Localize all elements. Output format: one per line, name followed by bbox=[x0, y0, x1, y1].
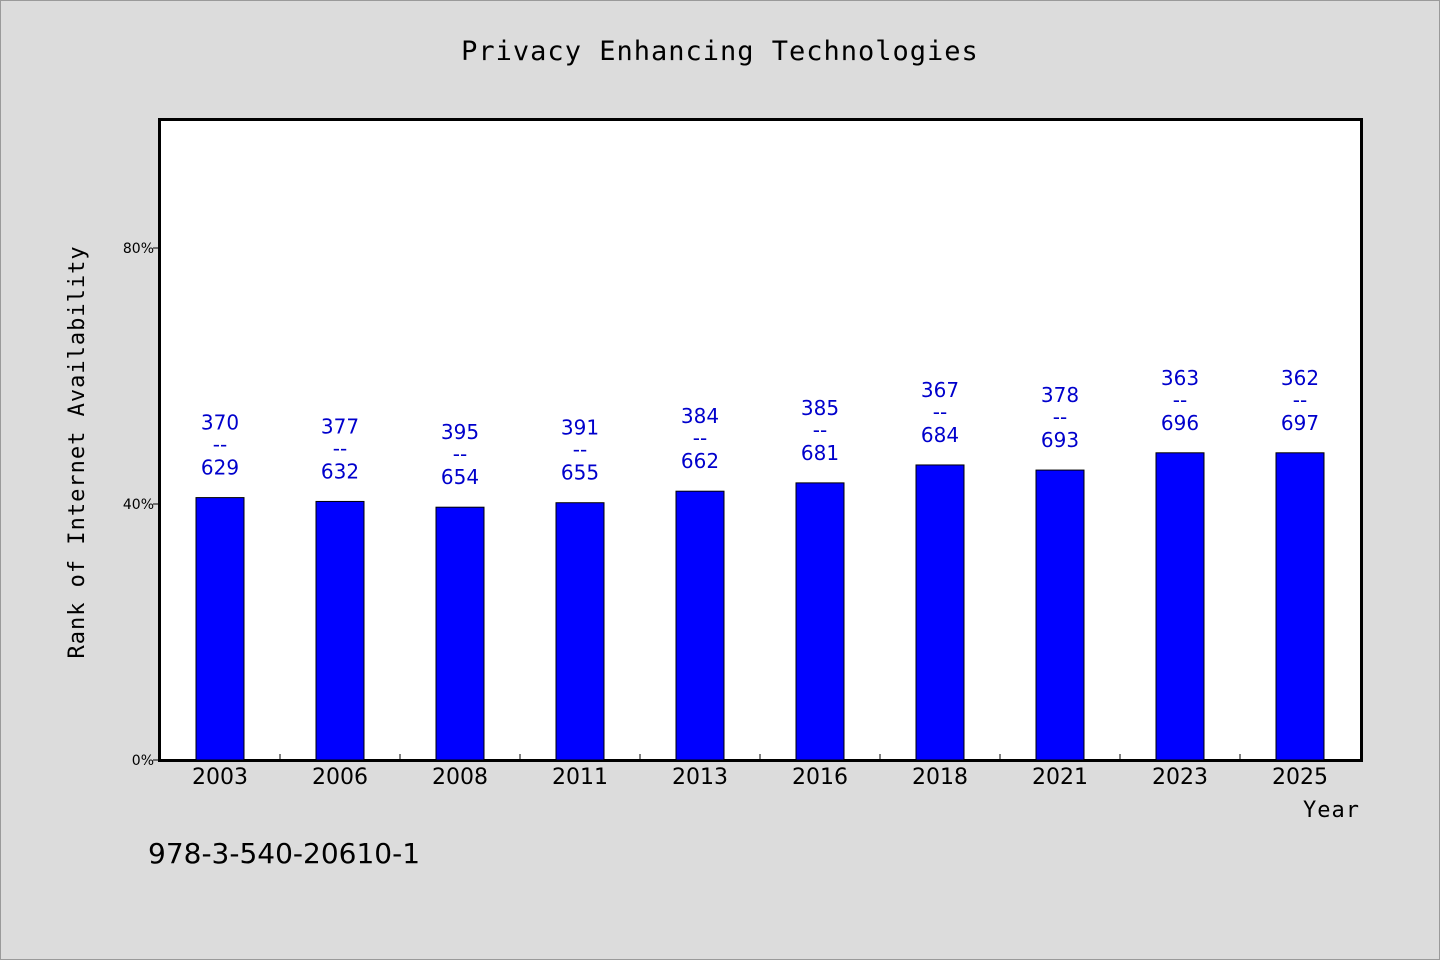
x-axis: 2003 2006 2008 2011 2013 2016 2018 2021 2023 2025 bbox=[192, 754, 1328, 790]
data-label-top: 385 bbox=[801, 396, 839, 420]
x-tick-label: 2006 bbox=[312, 765, 368, 790]
data-label-bottom: 681 bbox=[801, 441, 839, 465]
data-label-top: 395 bbox=[441, 420, 479, 444]
y-tick-label: 40% bbox=[123, 497, 154, 513]
x-tick-label: 2011 bbox=[552, 765, 608, 790]
bar-2021 bbox=[1035, 469, 1085, 761]
data-label-bottom: 696 bbox=[1161, 411, 1199, 435]
data-label-top: 377 bbox=[321, 414, 359, 438]
data-label-sep: -- bbox=[813, 418, 827, 442]
data-label-sep: -- bbox=[213, 433, 227, 457]
data-label-bottom: 632 bbox=[321, 459, 359, 483]
y-tick-label: 80% bbox=[123, 241, 154, 257]
x-tick-label: 2008 bbox=[432, 765, 488, 790]
bar-2008 bbox=[435, 506, 485, 761]
bar-2025 bbox=[1275, 452, 1325, 761]
data-labels-layer: 370--629377--632395--654391--655384--662… bbox=[201, 366, 1319, 489]
data-label-sep: -- bbox=[453, 442, 467, 466]
data-label-top: 363 bbox=[1161, 366, 1199, 390]
footer-isbn: 978-3-540-20610-1 bbox=[148, 837, 420, 870]
y-tick-label: 0% bbox=[132, 753, 154, 769]
x-tick-label: 2021 bbox=[1032, 765, 1088, 790]
y-axis-title: Rank of Internet Availability bbox=[65, 245, 90, 658]
data-label-top: 391 bbox=[561, 416, 599, 440]
y-axis: 0% 40% 80% bbox=[123, 241, 160, 769]
data-label-top: 362 bbox=[1281, 366, 1319, 390]
chart-title: Privacy Enhancing Technologies bbox=[461, 36, 979, 67]
x-axis-title: Year bbox=[1303, 798, 1360, 823]
bar-2018 bbox=[915, 464, 965, 761]
x-tick-label: 2025 bbox=[1272, 765, 1328, 790]
data-label-bottom: 684 bbox=[921, 423, 959, 447]
x-tick-label: 2013 bbox=[672, 765, 728, 790]
data-label-top: 370 bbox=[201, 411, 239, 435]
bars-layer bbox=[195, 452, 1325, 761]
bar-2011 bbox=[555, 502, 605, 761]
bar-2003 bbox=[195, 497, 245, 761]
data-label-bottom: 654 bbox=[441, 465, 479, 489]
bar-2013 bbox=[675, 490, 725, 761]
data-label-top: 378 bbox=[1041, 383, 1079, 407]
data-label-top: 367 bbox=[921, 378, 959, 402]
data-label-sep: -- bbox=[1293, 388, 1307, 412]
data-label-bottom: 697 bbox=[1281, 411, 1319, 435]
data-label-sep: -- bbox=[933, 400, 947, 424]
data-label-bottom: 655 bbox=[561, 461, 599, 485]
data-label-sep: -- bbox=[1053, 405, 1067, 429]
data-label-sep: -- bbox=[1173, 388, 1187, 412]
data-label-sep: -- bbox=[693, 426, 707, 450]
bar-2006 bbox=[315, 500, 365, 761]
data-label-sep: -- bbox=[573, 438, 587, 462]
data-label-bottom: 693 bbox=[1041, 428, 1079, 452]
x-tick-label: 2016 bbox=[792, 765, 848, 790]
data-label-sep: -- bbox=[333, 436, 347, 460]
bar-2023 bbox=[1155, 452, 1205, 761]
x-tick-label: 2003 bbox=[192, 765, 248, 790]
data-label-bottom: 629 bbox=[201, 456, 239, 480]
bar-2016 bbox=[795, 482, 845, 761]
data-label-bottom: 662 bbox=[681, 449, 719, 473]
x-tick-label: 2018 bbox=[912, 765, 968, 790]
x-tick-label: 2023 bbox=[1152, 765, 1208, 790]
data-label-top: 384 bbox=[681, 404, 719, 428]
